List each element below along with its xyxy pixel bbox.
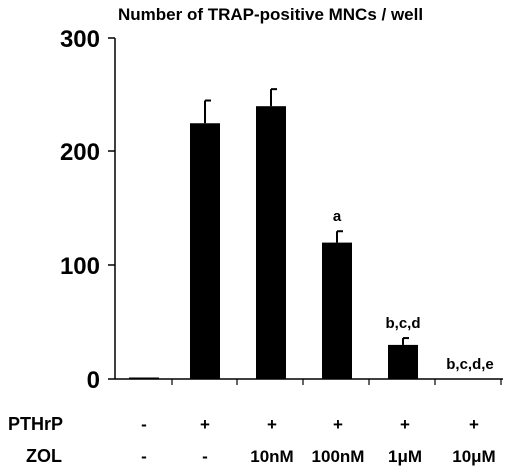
y-tick-label-100: 100 (60, 253, 100, 280)
zol-cell-6: 10μM (452, 447, 495, 466)
bar-4 (322, 242, 352, 379)
pthrp-cell-5: + (400, 415, 410, 434)
significance-label-4: a (333, 208, 342, 225)
row-label-pthrp: PTHrP (8, 414, 63, 434)
y-tick-label-200: 200 (60, 139, 100, 166)
zol-cell-3: 10nM (250, 447, 293, 466)
zol-cell-1: - (141, 447, 147, 466)
bar-5 (388, 344, 418, 379)
bars-group (129, 106, 418, 379)
zol-cell-2: - (202, 447, 208, 466)
bar-1 (129, 377, 159, 379)
zol-cell-5: 1μM (388, 447, 422, 466)
y-tick-label-0: 0 (87, 367, 100, 394)
zol-cell-4: 100nM (312, 447, 365, 466)
bar-2 (190, 123, 220, 379)
pthrp-cell-2: + (200, 415, 210, 434)
annotations-group: a b,c,d b,c,d,e (333, 208, 494, 373)
pthrp-cell-3: + (267, 415, 277, 434)
pthrp-cell-6: + (469, 415, 479, 434)
bar-3 (256, 106, 286, 379)
row-label-zol: ZOL (26, 446, 62, 466)
error-bars-group (204, 88, 409, 345)
y-tick-label-300: 300 (60, 26, 100, 53)
pthrp-cell-1: - (141, 415, 147, 434)
significance-label-5: b,c,d (385, 315, 420, 332)
significance-label-6: b,c,d,e (446, 356, 494, 373)
pthrp-cell-4: + (333, 415, 343, 434)
chart-title: Number of TRAP-positive MNCs / well (118, 5, 423, 24)
